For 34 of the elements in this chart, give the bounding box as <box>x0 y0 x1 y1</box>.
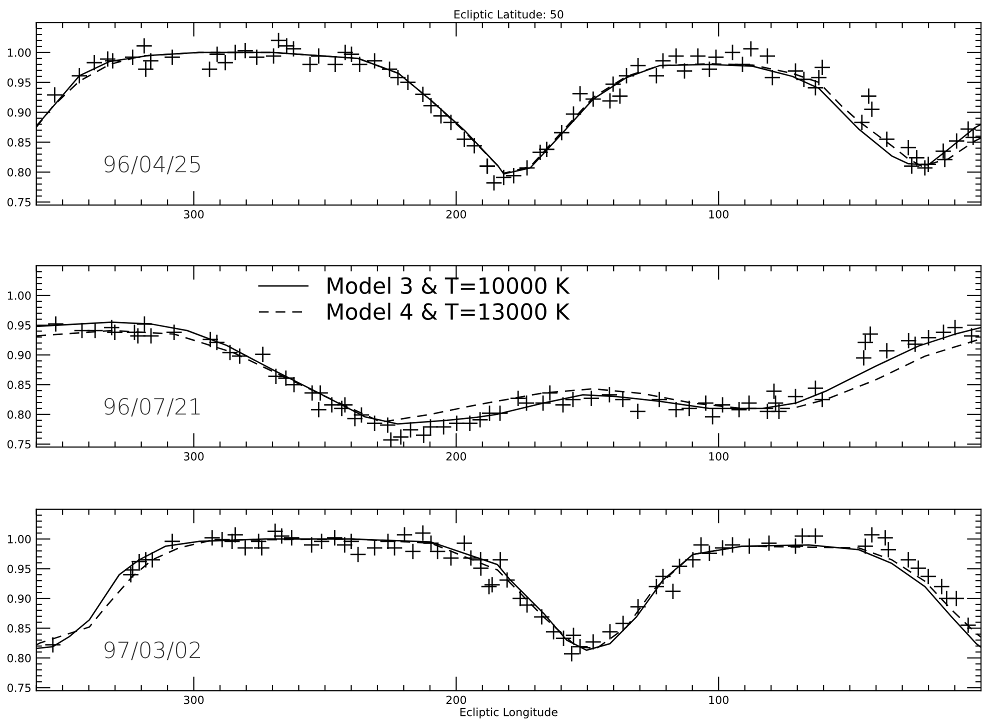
x-tick-label: 300 <box>184 210 204 218</box>
y-tick-label: 0.80 <box>7 654 31 662</box>
y-tick-label: 0.80 <box>7 410 31 419</box>
y-tick-label: 0.90 <box>7 108 31 117</box>
annotation: 97/03/02 <box>104 642 200 660</box>
x-tick-label: 100 <box>709 210 728 218</box>
x-tick-label: 100 <box>709 696 728 704</box>
y-tick-label: 0.85 <box>7 380 31 390</box>
x-tick-label: 200 <box>446 452 466 461</box>
y-tick-label: 1.00 <box>8 534 31 544</box>
x-tick-label: 200 <box>446 210 466 218</box>
y-tick-label: 0.75 <box>7 440 31 449</box>
x-tick-label: 200 <box>446 696 466 704</box>
legend-label: Model 4 & T=13000 K <box>328 302 570 320</box>
y-tick-label: 0.95 <box>7 78 31 87</box>
y-tick-label: 1.00 <box>8 291 31 300</box>
y-tick-label: 0.90 <box>7 350 31 360</box>
y-tick-label: 0.85 <box>7 138 31 147</box>
y-tick-label: 0.75 <box>7 684 31 692</box>
x-tick-label: 300 <box>184 696 204 704</box>
y-tick-label: 0.75 <box>7 198 31 206</box>
annotation: 96/04/25 <box>104 156 200 174</box>
x-axis-title: Ecliptic Longitude <box>460 708 558 718</box>
y-tick-label: 0.80 <box>7 168 31 176</box>
y-tick-label: 0.85 <box>7 624 31 633</box>
x-tick-label: 100 <box>709 452 728 461</box>
y-tick-label: 0.95 <box>7 321 31 330</box>
legend-label: Model 3 & T=10000 K <box>328 276 570 294</box>
y-tick-label: 0.95 <box>7 564 31 574</box>
y-tick-label: 0.90 <box>7 594 31 603</box>
annotation: 96/07/21 <box>104 398 200 417</box>
chart-title: Ecliptic Latitude: 50 <box>454 10 564 21</box>
y-tick-label: 1.00 <box>8 48 31 57</box>
x-tick-label: 300 <box>184 452 204 461</box>
